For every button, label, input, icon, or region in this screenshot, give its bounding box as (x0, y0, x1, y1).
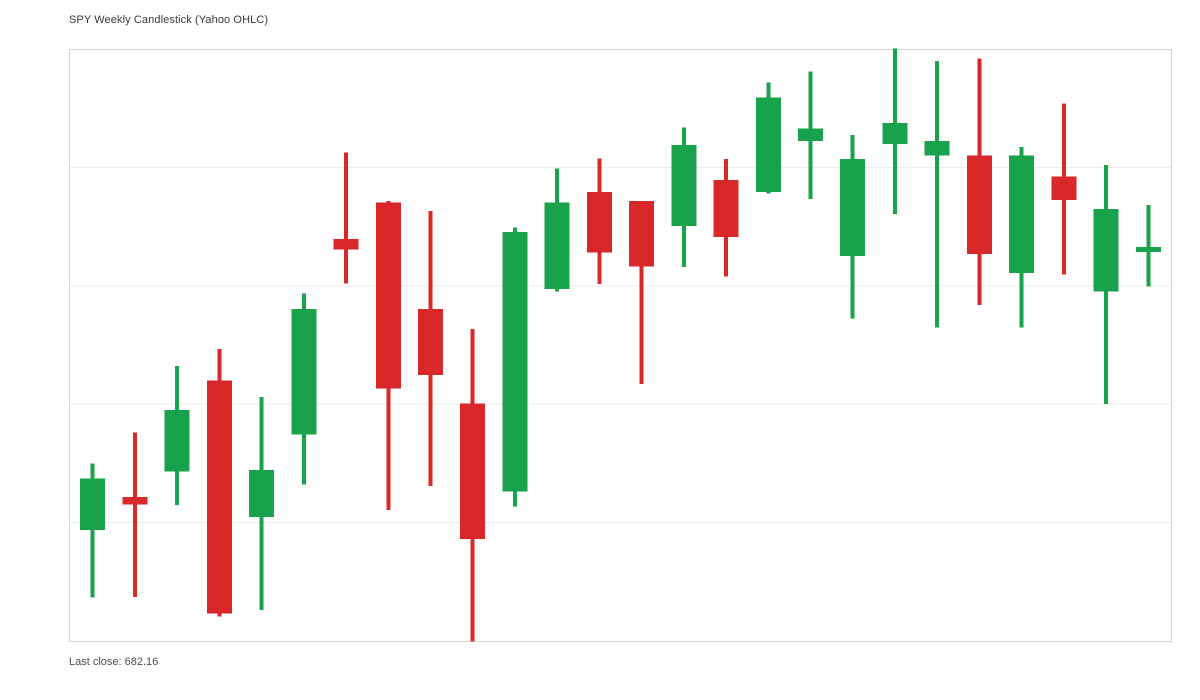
candle-wick-up (90, 463, 95, 598)
candle-body-up (1135, 246, 1161, 252)
candle-body-down (206, 380, 232, 614)
gridline (70, 522, 1171, 524)
candle-body-down (629, 200, 655, 267)
candle-body-down (460, 403, 486, 540)
candle-body-down (122, 496, 148, 505)
candle-wick-down (344, 152, 349, 284)
candle-wick-up (1146, 205, 1151, 287)
last-close-label: Last close: 682.16 (69, 656, 159, 668)
candle-body-up (924, 140, 950, 156)
candle-body-down (586, 191, 612, 253)
candle-wick-down (639, 200, 644, 385)
candle-body-down (333, 239, 359, 250)
plot-area (69, 48, 1172, 642)
candle-body-up (291, 309, 317, 435)
candle-body-up (755, 97, 781, 192)
candle-body-up (671, 144, 697, 226)
candle-body-up (882, 123, 908, 145)
candle-body-up (80, 478, 106, 531)
gridline (70, 403, 1171, 405)
candle-body-down (1051, 176, 1077, 201)
candle-body-up (1093, 209, 1119, 292)
candle-body-down (713, 180, 739, 238)
candlestick-svg (70, 48, 1171, 642)
candle-body-up (840, 159, 866, 256)
candle-body-up (502, 232, 528, 492)
gridline (70, 285, 1171, 287)
chart-title: SPY Weekly Candlestick (Yahoo OHLC) (69, 14, 269, 26)
candle-wick-up (935, 60, 940, 328)
candle-wick-down (132, 432, 137, 597)
candle-body-up (798, 128, 824, 141)
candle-body-down (966, 155, 992, 255)
candle-body-up (249, 470, 275, 517)
candle-body-down (375, 202, 401, 389)
candle-body-down (417, 309, 443, 376)
candle-body-up (544, 202, 570, 290)
candle-body-up (1009, 155, 1035, 274)
candle-body-up (164, 409, 190, 472)
gridline (70, 166, 1171, 168)
